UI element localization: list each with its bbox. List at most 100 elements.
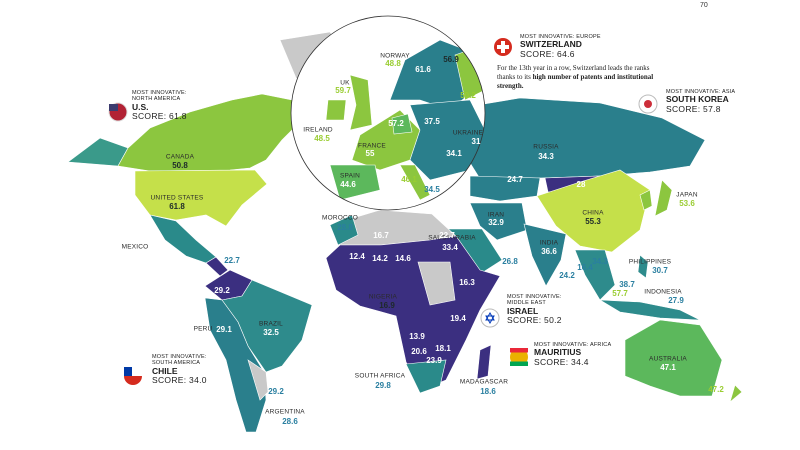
- country-name: SAUDI ARABIA: [428, 235, 476, 242]
- country-score: 16.9: [379, 301, 395, 310]
- country-score: 28: [577, 180, 586, 189]
- country-name: BRAZIL: [259, 321, 283, 328]
- land: [67, 31, 743, 433]
- country-name: RUSSIA: [533, 144, 559, 151]
- new-zealand: [729, 384, 743, 403]
- country-score: 22.7: [224, 256, 240, 265]
- callout: MOST INNOVATIVE: ASIA SOUTH KOREA SCORE: 5…: [666, 89, 735, 115]
- uk: [349, 74, 373, 131]
- korea: [639, 189, 653, 211]
- country-score: 18.1: [435, 344, 451, 353]
- callout-country: U.S.: [132, 101, 149, 112]
- iberia: [329, 164, 381, 201]
- callout-country: MAURITIUS: [534, 347, 582, 358]
- flag-mauritius-green: [510, 361, 528, 366]
- country-score: 53.6: [679, 199, 695, 208]
- flag-israel: [480, 308, 500, 328]
- callout-score: SCORE: 57.8: [666, 104, 721, 115]
- country-name: ARGENTINA: [265, 409, 305, 416]
- country-name: IRAN: [488, 212, 504, 219]
- europe-lens: [291, 16, 485, 210]
- country-name: MEXICO: [122, 244, 149, 251]
- country-name: AUSTRALIA: [649, 356, 687, 363]
- country-score: 57.7: [612, 289, 628, 298]
- central-europe: [409, 99, 485, 181]
- country-name: JAPAN: [676, 192, 698, 199]
- flags: [108, 38, 658, 385]
- country-score: 47.2: [708, 385, 724, 394]
- country-name: PERU: [194, 326, 213, 333]
- country-name: IRELAND: [303, 127, 333, 134]
- country-score: 47.1: [660, 363, 676, 372]
- country-score: 46.1: [401, 175, 417, 184]
- country-score: 22.7: [439, 231, 455, 240]
- flag-korea-taeguk: [644, 100, 652, 108]
- country-name: INDIA: [540, 240, 559, 247]
- country-score: 18.6: [480, 387, 496, 396]
- callout-country: SOUTH KOREA: [666, 94, 729, 105]
- argentina-south: [247, 359, 269, 401]
- callout-country: SWITZERLAND: [520, 39, 582, 50]
- callout: MOST INNOVATIVE: SOUTH AMERICA CHILE SCORE:…: [152, 354, 207, 386]
- country-score: 31: [158, 242, 167, 251]
- callout-heading: MOST INNOVATIVE:: [132, 90, 187, 96]
- country-score: 55: [366, 149, 375, 158]
- flag-us-canton: [109, 104, 118, 111]
- flag-mauritius-red: [510, 348, 528, 353]
- morocco: [329, 214, 359, 246]
- callout-heading: SOUTH AMERICA: [152, 360, 201, 367]
- country-score: 29.1: [216, 325, 232, 334]
- switzerland: [391, 113, 413, 135]
- country-score: 34.3: [538, 152, 554, 161]
- southeast-asia: [574, 249, 616, 301]
- country-score: 24.2: [559, 271, 575, 280]
- alaska: [67, 137, 129, 167]
- callout: MOST INNOVATIVE: NORTH AMERICA U.S. SCORE: …: [132, 90, 187, 122]
- country-name: NORWAY: [380, 53, 410, 60]
- country-score: 14.2: [372, 254, 388, 263]
- country-score: 50.8: [172, 161, 188, 170]
- country-name: CANADA: [166, 154, 195, 161]
- callout-heading: MOST INNOVATIVE:: [152, 354, 207, 360]
- country-score: 44.6: [340, 180, 356, 189]
- callout-heading: MOST INNOVATIVE: AFRICA: [534, 342, 612, 348]
- lens-border: [290, 15, 486, 211]
- country-score: 13.9: [409, 332, 425, 341]
- country-score: 56.9: [443, 55, 459, 64]
- flag-chile-white: [124, 367, 142, 376]
- china: [536, 169, 651, 253]
- callout-country: CHILE: [152, 365, 178, 376]
- country-score: 14.6: [395, 254, 411, 263]
- country-score: 50.2: [460, 91, 476, 100]
- description-text: For the 13th year in a row, Switzerland …: [497, 64, 650, 82]
- callout-description: For the 13th year in a row, Switzerland …: [497, 64, 657, 91]
- india: [523, 223, 567, 287]
- country-score: 48.5: [314, 134, 330, 143]
- country-name: SOUTH AFRICA: [355, 373, 406, 380]
- country-score: 19.4: [450, 314, 466, 323]
- japan: [654, 179, 673, 217]
- country-name: PHILIPPINES: [629, 259, 672, 266]
- flag-chile-blue: [124, 367, 132, 376]
- country-score: 32.9: [488, 218, 504, 227]
- philippines: [637, 254, 649, 279]
- country-score: 29.2: [268, 387, 284, 396]
- country-score: 26.8: [502, 257, 518, 266]
- country-name: UKRAINE: [453, 130, 484, 137]
- callout-score: SCORE: 64.6: [520, 49, 575, 60]
- country-score: 12.4: [349, 252, 365, 261]
- indonesia: [599, 299, 701, 321]
- africa-grey: [417, 261, 456, 306]
- flag-switzerland-cross: [497, 41, 509, 53]
- andes: [204, 297, 267, 433]
- country-name: NIGERIA: [369, 294, 398, 301]
- country-score: 36.6: [541, 247, 557, 256]
- flag-israel-star: [485, 311, 495, 325]
- italy: [399, 164, 431, 201]
- callout-heading: MOST INNOVATIVE: EUROPE: [520, 34, 601, 40]
- callout: MOST INNOVATIVE: MIDDLE EAST ISRAEL SCORE: …: [507, 294, 562, 326]
- country-score: 31: [472, 137, 481, 146]
- country-name: CHINA: [582, 210, 604, 217]
